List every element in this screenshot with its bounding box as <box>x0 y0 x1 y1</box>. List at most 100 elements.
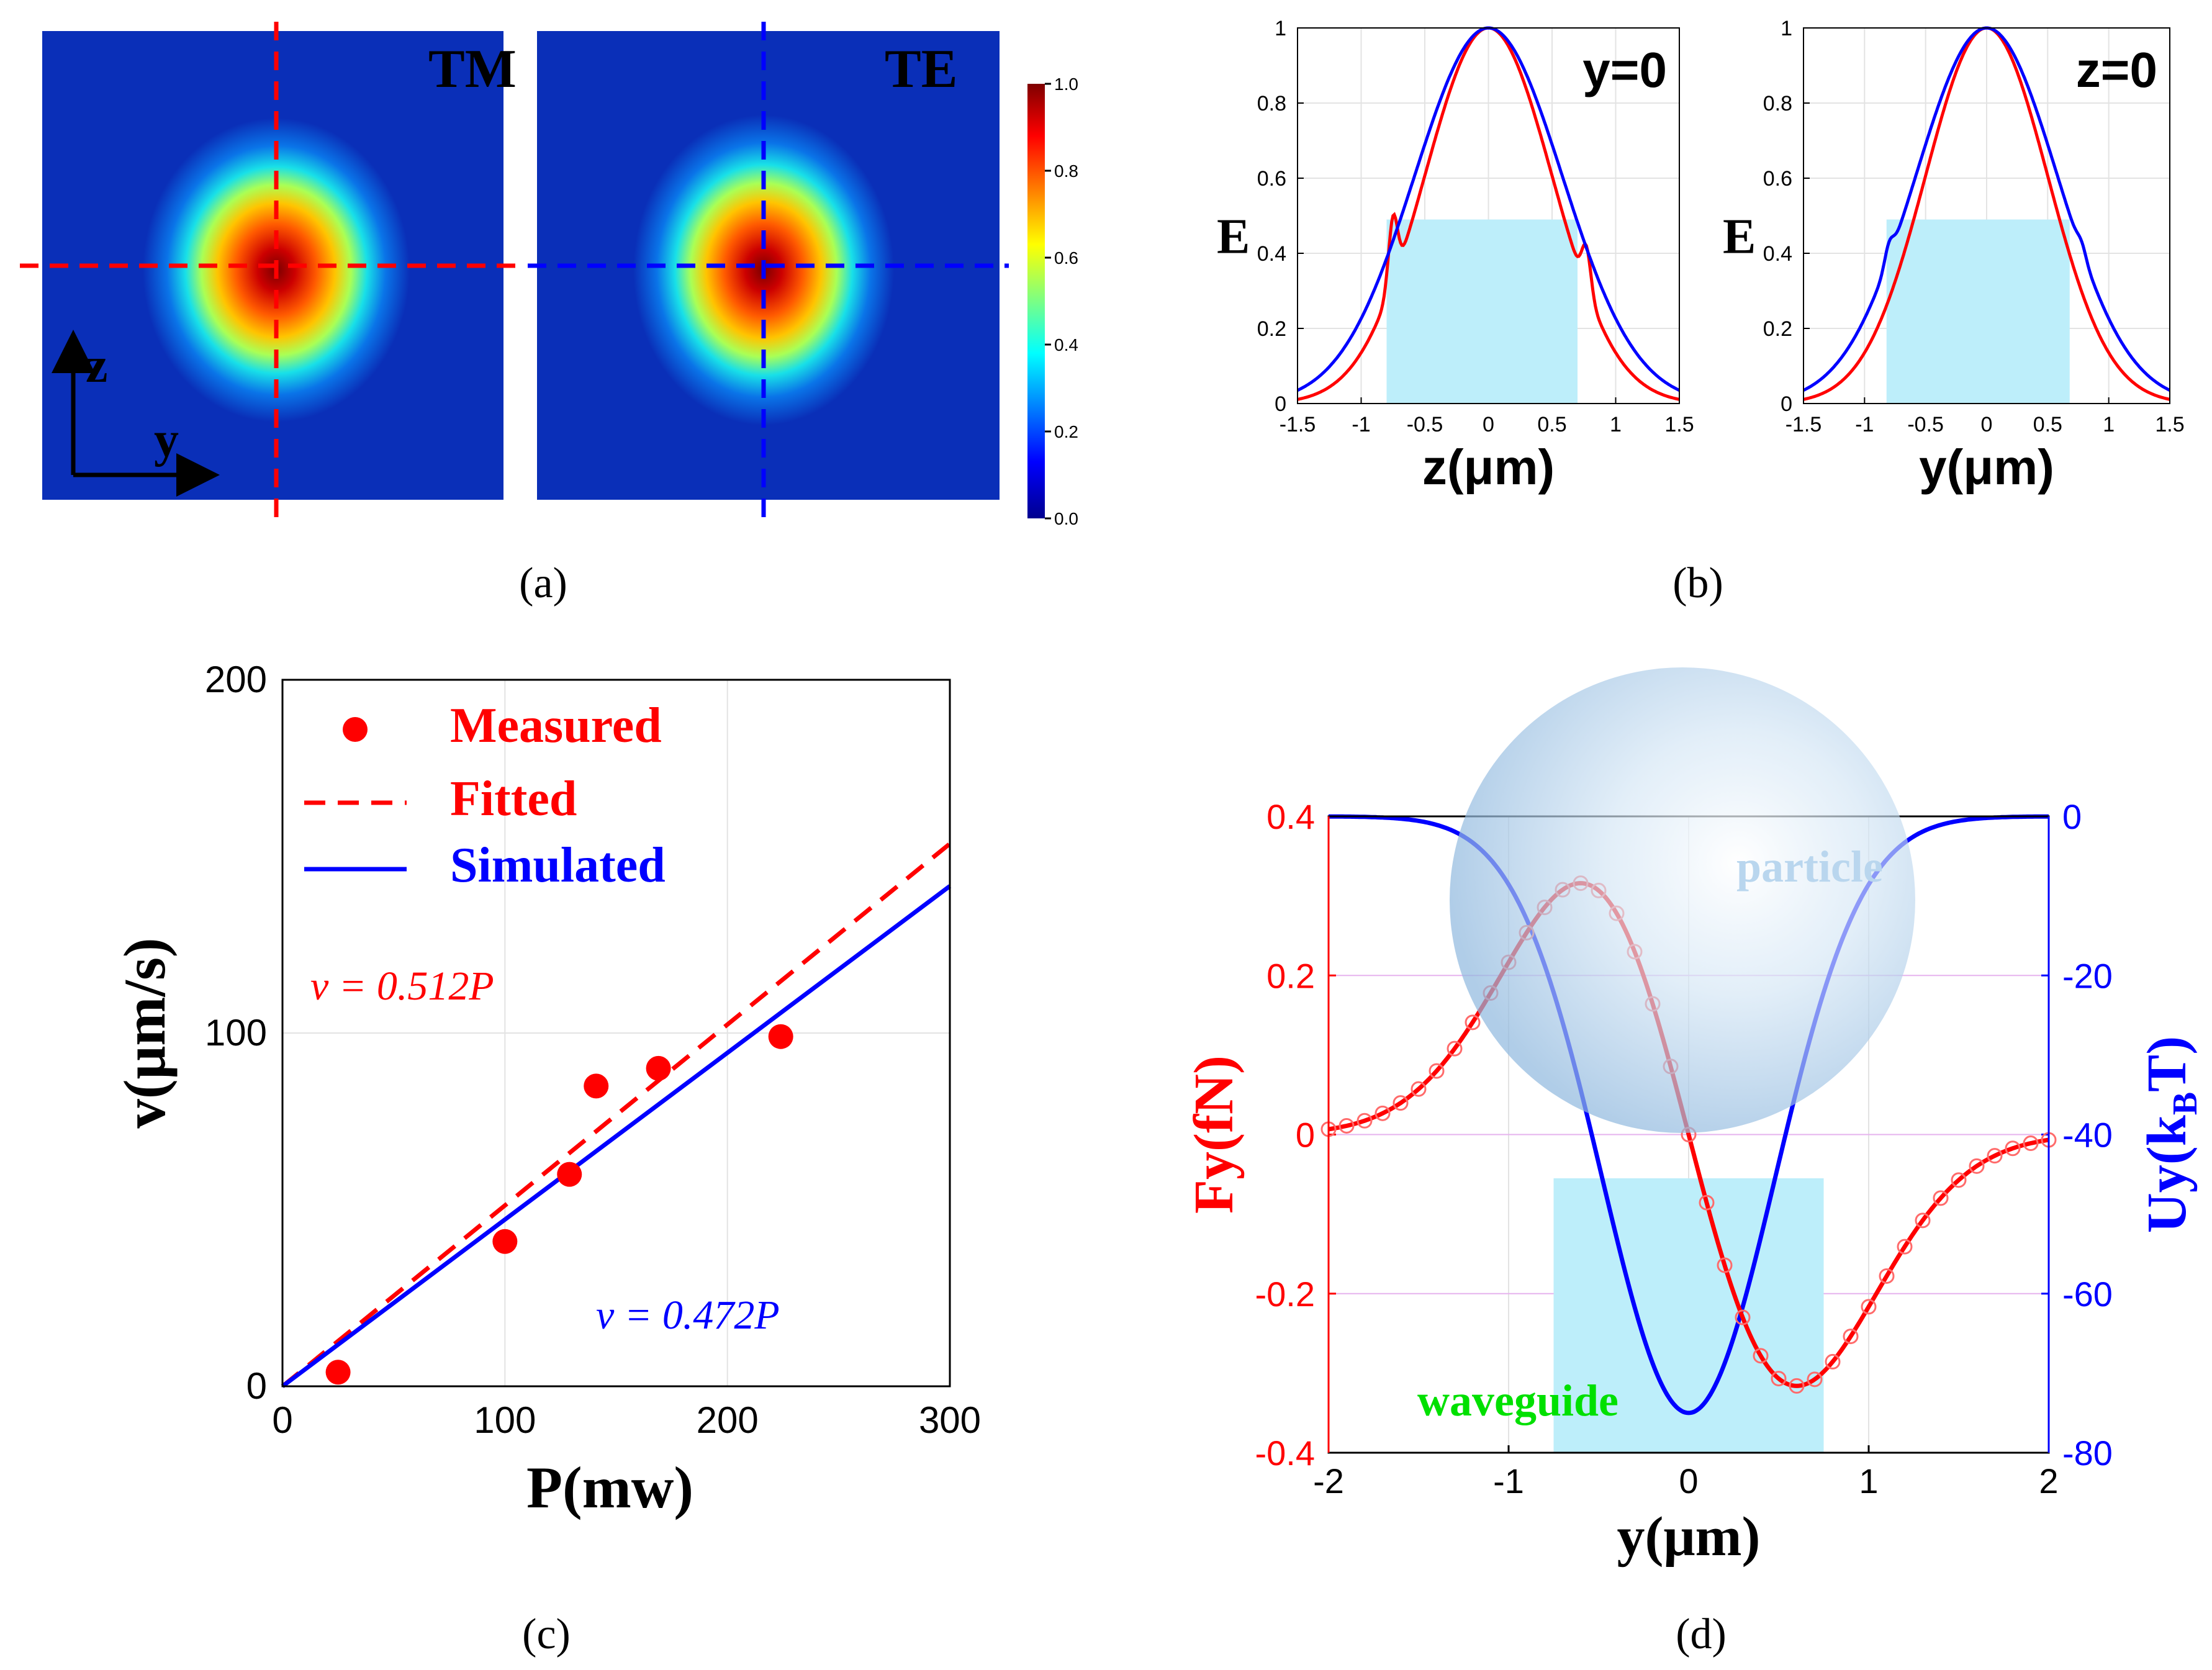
x-axis-title: y(μm) <box>1617 1506 1761 1568</box>
x-tick-label: 0.5 <box>2033 413 2062 436</box>
plot-d: -2 -1 0 1 2 -0.4 -0.2 0 0.2 0.4 -80 -60 -40 -20 0 parti… <box>1183 667 2205 1568</box>
force-sample-point <box>1879 1268 1895 1284</box>
x-tick-label: 1.5 <box>1664 413 1694 436</box>
x-tick-label: 0 <box>1483 413 1494 436</box>
colorbar-tick-label: 0.6 <box>1054 248 1078 268</box>
y-left-tick-label: 0.2 <box>1266 956 1315 995</box>
x-tick-label: 100 <box>474 1399 536 1441</box>
x-tick-label: 200 <box>697 1399 759 1441</box>
measured-point <box>768 1024 793 1049</box>
y-tick-label: 0.2 <box>1763 317 1792 341</box>
force-sample-point <box>1465 1014 1481 1031</box>
y-tick-label: 1 <box>1275 17 1286 40</box>
panel-label-a: (a) <box>519 559 567 607</box>
y-tick-label: 0.4 <box>1763 242 1792 266</box>
y-tick-label: 0.8 <box>1257 92 1286 115</box>
y-right-axis-title: Uy(kBT) <box>2136 1036 2205 1233</box>
panel-d: -2 -1 0 1 2 -0.4 -0.2 0 0.2 0.4 -80 -60 -40 -20 0 parti… <box>1183 667 2205 1658</box>
panel-label-d: (d) <box>1676 1610 1727 1658</box>
y-axis-title: E <box>1723 210 1756 264</box>
colorbar: 1.0 0.8 0.6 0.4 0.2 0.0 <box>1027 74 1078 528</box>
force-curve <box>1328 881 2049 1388</box>
force-sample-point <box>1375 1105 1391 1121</box>
x-axis-title: P(mw) <box>526 1455 693 1520</box>
y-tick-label: 0 <box>1781 392 1792 416</box>
x-tick-label: -1.5 <box>1280 413 1316 436</box>
waveguide-label: waveguide <box>1417 1376 1618 1425</box>
force-sample-point <box>1735 1309 1751 1325</box>
waveguide-region <box>1553 1178 1824 1453</box>
force-sample-point <box>1699 1194 1715 1211</box>
plot-c: 0 100 200 300 0 100 200 Measured Fitted Simulated… <box>112 659 981 1520</box>
x-tick-label: -1.5 <box>1785 413 1822 436</box>
x-tick-label: -0.5 <box>1907 413 1944 436</box>
plot-frame <box>1803 27 2170 404</box>
profile-annotation: y=0 <box>1582 42 1667 97</box>
y-right-tick-label: 0 <box>2062 797 2082 836</box>
force-sample-point <box>1861 1299 1877 1315</box>
tm-label: TM <box>428 39 517 99</box>
y-tick-label: 0.6 <box>1257 167 1286 191</box>
potential-curve <box>1329 814 2049 1415</box>
z-axis-label: z <box>86 338 108 393</box>
measured-point <box>584 1073 609 1099</box>
x-tick-label: -2 <box>1313 1461 1344 1501</box>
x-tick-label: -1 <box>1493 1461 1524 1501</box>
x-tick-label: 0 <box>272 1399 292 1441</box>
force-sample-point <box>1717 1257 1733 1273</box>
x-tick-label: 1 <box>1859 1461 1878 1501</box>
tm-field-map: TM z y <box>20 22 521 525</box>
force-sample-point <box>1807 1371 1823 1388</box>
y-tick-label: 0 <box>1275 392 1286 416</box>
y-right-tick-label: -40 <box>2062 1116 2113 1155</box>
x-tick-label: 2 <box>2039 1461 2058 1501</box>
y-left-axis-title: Fy(fN) <box>1183 1055 1245 1214</box>
y-right-tick-label: -60 <box>2062 1275 2113 1314</box>
plot-b-left: -1.5 -1 -0.5 0 0.5 1 1.5 0 0.2 0.4 0.6 0.8 1 y=0 z(μm)… <box>1217 17 1694 495</box>
y-axis-label: y <box>154 413 179 467</box>
x-tick-label: 0 <box>1679 1461 1698 1501</box>
measured-point <box>557 1162 582 1187</box>
plot-frame <box>1297 27 1680 404</box>
force-sample-point <box>1338 1117 1355 1134</box>
x-axis-title: y(μm) <box>1919 440 2054 495</box>
force-sample-point <box>1429 1063 1445 1079</box>
colorbar-tick-label: 0.2 <box>1054 422 1078 441</box>
fitted-equation: v = 0.512P <box>310 964 494 1009</box>
panel-b: -1.5 -1 -0.5 0 0.5 1 1.5 0 0.2 0.4 0.6 0.8 1 y=0 z(μm)… <box>1217 17 2185 607</box>
colorbar-tick-label: 1.0 <box>1054 74 1078 94</box>
y-axis-title: E <box>1217 210 1250 264</box>
y-right-tick-label: -20 <box>2062 956 2113 995</box>
plot-b-right: -1.5 -1 -0.5 0 0.5 1 1.5 0 0.2 0.4 0.6 0.8 1 z=0 y(μm)… <box>1723 17 2185 495</box>
legend-label-measured: Measured <box>450 698 662 753</box>
te-field-map: TE <box>528 22 1009 525</box>
waveguide-region <box>1386 219 1578 404</box>
force-sample-point <box>1825 1353 1841 1370</box>
panel-label-b: (b) <box>1673 559 1723 607</box>
measured-point <box>646 1055 671 1081</box>
y-right-tick-label: -80 <box>2062 1433 2113 1473</box>
y-right-axis-title-sub: B <box>2166 1092 2205 1115</box>
force-sample-point <box>1753 1348 1769 1364</box>
x-tick-label: 0 <box>1981 413 1993 436</box>
colorbar-tick-label: 0.0 <box>1054 509 1078 528</box>
panel-label-c: (c) <box>522 1610 571 1658</box>
panel-c: 0 100 200 300 0 100 200 Measured Fitted Simulated… <box>112 659 981 1658</box>
force-sample-point <box>1969 1158 1985 1174</box>
force-sample-point <box>1393 1095 1409 1111</box>
y-left-tick-label: 0 <box>1296 1116 1315 1155</box>
x-tick-label: 300 <box>919 1399 981 1441</box>
simulated-line <box>281 884 952 1388</box>
x-axis-title: z(μm) <box>1422 440 1555 495</box>
x-tick-label: -1 <box>1352 413 1370 436</box>
fitted-line <box>281 842 952 1388</box>
x-tick-label: -0.5 <box>1407 413 1443 436</box>
force-sample-point <box>1411 1081 1427 1097</box>
x-tick-label: 0.5 <box>1537 413 1566 436</box>
simulated-equation: v = 0.472P <box>596 1293 780 1338</box>
colorbar-scale <box>1027 84 1045 518</box>
waveguide-region <box>1886 219 2070 404</box>
legend-label-fitted: Fitted <box>450 772 577 826</box>
y-left-tick-label: -0.4 <box>1255 1433 1316 1473</box>
